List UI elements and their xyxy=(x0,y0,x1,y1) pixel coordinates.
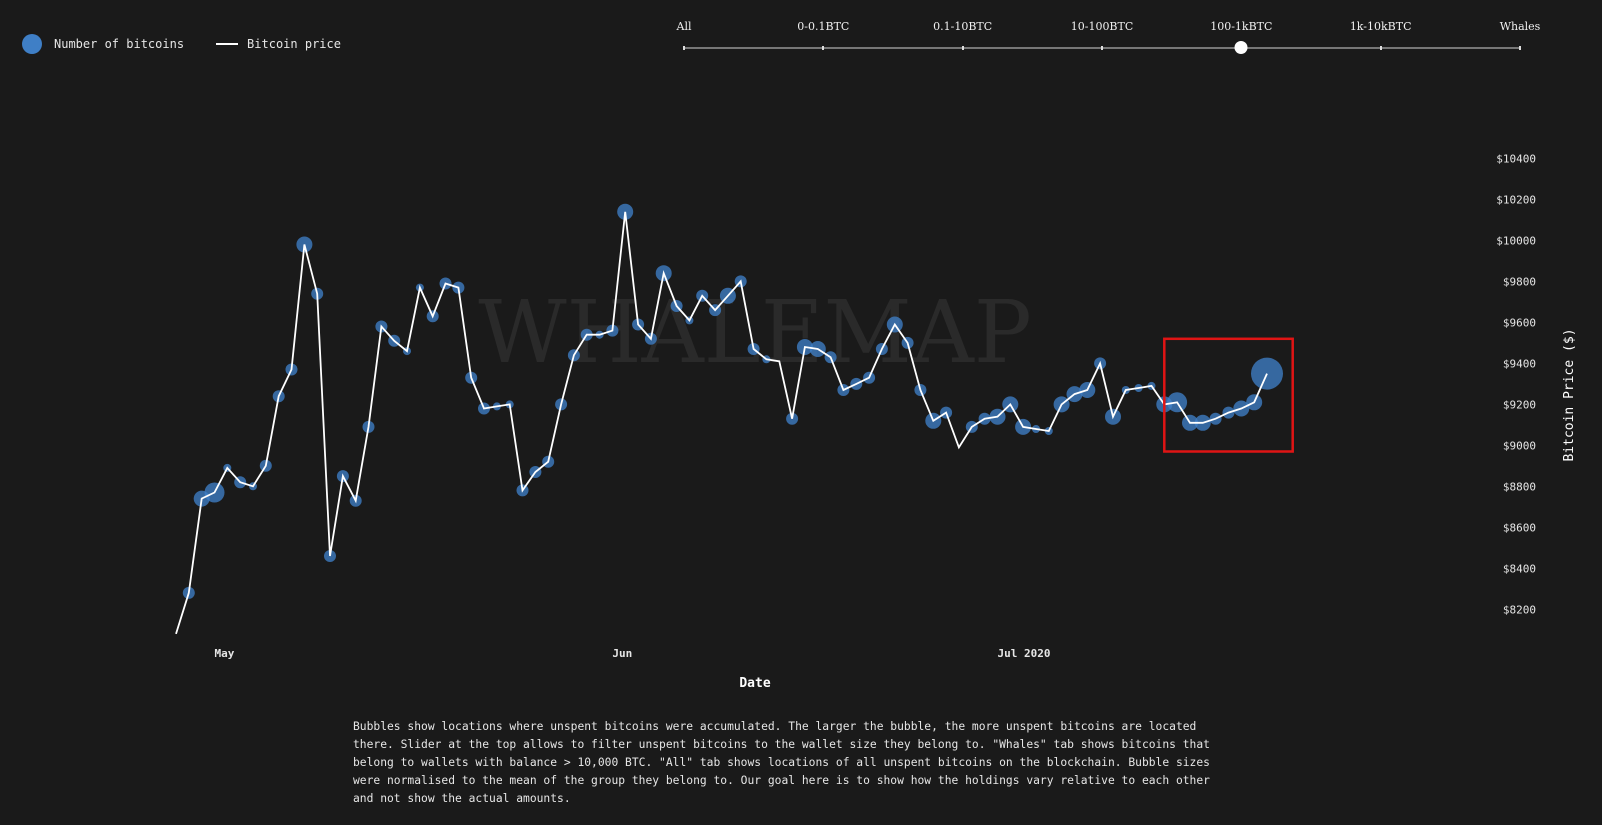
slider-tab[interactable]: 1k-10kBTC xyxy=(1349,20,1412,33)
slider-tick xyxy=(1519,46,1521,50)
slider-tab[interactable]: 10-100BTC xyxy=(1070,20,1134,33)
slider-tab[interactable]: 0-0.1BTC xyxy=(797,20,850,33)
slider-tick xyxy=(683,46,685,50)
bubble-layer xyxy=(182,203,1283,599)
x-tick-label: Jun xyxy=(612,647,632,660)
x-tick-label: May xyxy=(215,647,235,660)
y-tick-label: $8800 xyxy=(1503,480,1536,493)
y-axis-label: Bitcoin Price ($) xyxy=(1562,328,1577,461)
y-axis: $8200 $8400 $8600 $8800 $9000 $9200 $9400 $9600… xyxy=(1496,153,1536,617)
slider-handle[interactable] xyxy=(1234,41,1248,54)
y-tick-label: $9200 xyxy=(1503,398,1536,411)
y-tick-label: $8400 xyxy=(1503,562,1536,575)
y-tick-label: $8600 xyxy=(1503,521,1536,534)
legend-bubble-label: Number of bitcoins xyxy=(54,37,185,51)
legend-bubble-swatch xyxy=(22,34,42,54)
slider-tab[interactable]: All xyxy=(676,20,692,33)
y-tick-label: $10000 xyxy=(1496,234,1536,247)
legend-line-label: Bitcoin price xyxy=(247,37,341,51)
y-tick-label: $10400 xyxy=(1496,153,1536,166)
slider-tab[interactable]: 100-1kBTC xyxy=(1210,20,1273,33)
x-tick-label: Jul 2020 xyxy=(998,647,1051,660)
highlight-box xyxy=(1163,337,1294,453)
watermark: WHALEMAP xyxy=(478,283,1031,383)
price-line xyxy=(175,211,1268,635)
slider-tab[interactable]: Whales xyxy=(1499,20,1541,33)
legend-line-swatch xyxy=(216,43,239,45)
slider-tick xyxy=(961,46,964,50)
wallet-size-slider[interactable]: All 0-0.1BTC 0.1-10BTC 10-100BTC 100-1kBTC 1k… xyxy=(677,18,1540,62)
slider-tick xyxy=(1101,46,1103,50)
y-tick-label: $9400 xyxy=(1503,357,1536,370)
x-axis-label: Date xyxy=(739,676,770,691)
legend: Number of bitcoins Bitcoin price xyxy=(22,34,341,54)
chart-description: Bubbles show locations where unspent bit… xyxy=(353,720,1210,805)
slider-tab[interactable]: 0.1-10BTC xyxy=(933,20,993,33)
y-tick-label: $8200 xyxy=(1503,603,1536,616)
y-tick-label: $9800 xyxy=(1503,275,1536,288)
y-tick-label: $10200 xyxy=(1496,194,1536,207)
y-tick-label: $9600 xyxy=(1503,316,1536,329)
y-tick-label: $9000 xyxy=(1503,439,1536,452)
slider-tick xyxy=(1379,46,1382,50)
x-axis: May Jun Jul 2020 xyxy=(215,647,1051,660)
slider-tick xyxy=(822,46,825,50)
